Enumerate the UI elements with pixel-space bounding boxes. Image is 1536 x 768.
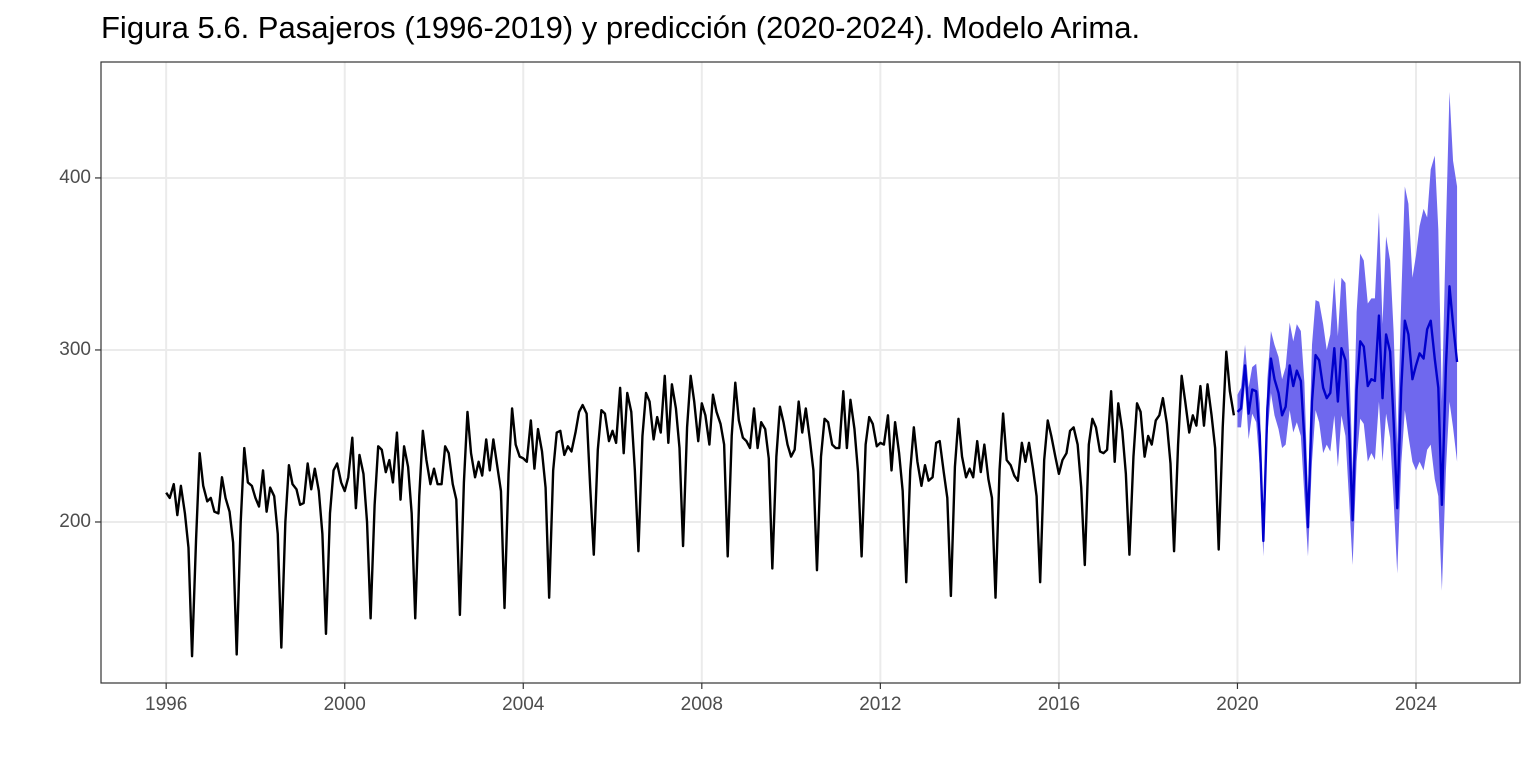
y-tick-label: 400 <box>59 167 91 188</box>
series-line <box>165 350 1236 658</box>
y-tick-label: 200 <box>59 511 91 532</box>
x-tick-label: 2012 <box>859 694 901 715</box>
x-tick-label: 2000 <box>324 694 366 715</box>
x-tick-label: 2004 <box>502 694 545 715</box>
y-tick-label: 300 <box>59 339 91 360</box>
axes: 1996 2000 2004 2008 2012 2016 2020 2024 200 300 40… <box>59 167 1437 715</box>
x-tick-label: 2024 <box>1395 694 1438 715</box>
prediction-interval <box>1237 91 1458 591</box>
x-tick-label: 2020 <box>1216 694 1258 715</box>
panel-border <box>100 61 1521 684</box>
x-tick-label: 1996 <box>145 694 187 715</box>
grid <box>101 62 1520 683</box>
series-line <box>1236 285 1459 543</box>
x-tick-label: 2008 <box>681 694 723 715</box>
x-tick-label: 2016 <box>1038 694 1080 715</box>
chart-title: Figura 5.6. Pasajeros (1996-2019) y pred… <box>101 10 1140 45</box>
marks <box>165 91 1459 658</box>
